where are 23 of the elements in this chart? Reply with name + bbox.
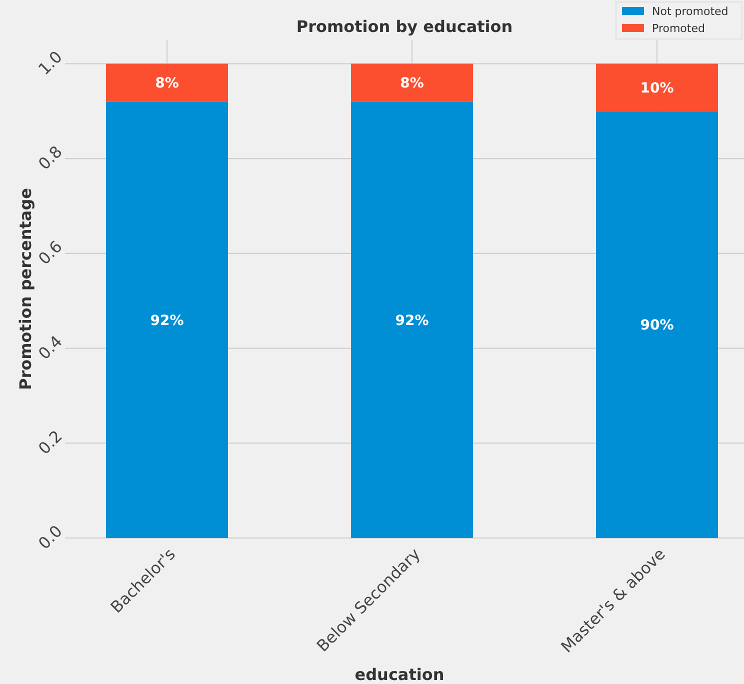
x-axis-title: education — [354, 665, 444, 684]
data-label: 8% — [400, 76, 424, 92]
y-axis-title: Promotion percentage — [16, 188, 35, 390]
bar — [596, 111, 718, 538]
bar — [106, 102, 228, 538]
y-tick-label: 0.4 — [34, 332, 66, 364]
y-tick-label: 1.0 — [34, 47, 66, 79]
y-tick-label: 0.2 — [34, 426, 66, 458]
y-tick-label: 0.8 — [34, 142, 66, 174]
data-label: 10% — [640, 80, 674, 96]
y-tick-label: 0.6 — [34, 236, 66, 268]
data-label: 92% — [395, 312, 429, 329]
legend-label: Not promoted — [652, 5, 728, 18]
data-label: 8% — [155, 76, 179, 92]
chart-title: Promotion by education — [296, 17, 513, 36]
data-label: 92% — [150, 312, 184, 329]
bar — [351, 102, 473, 538]
bar — [106, 64, 228, 102]
legend-label: Promoted — [652, 22, 705, 35]
data-label: 90% — [640, 318, 674, 334]
bar — [351, 64, 473, 102]
bar — [596, 64, 718, 112]
y-tick-label: 0.0 — [34, 521, 66, 553]
